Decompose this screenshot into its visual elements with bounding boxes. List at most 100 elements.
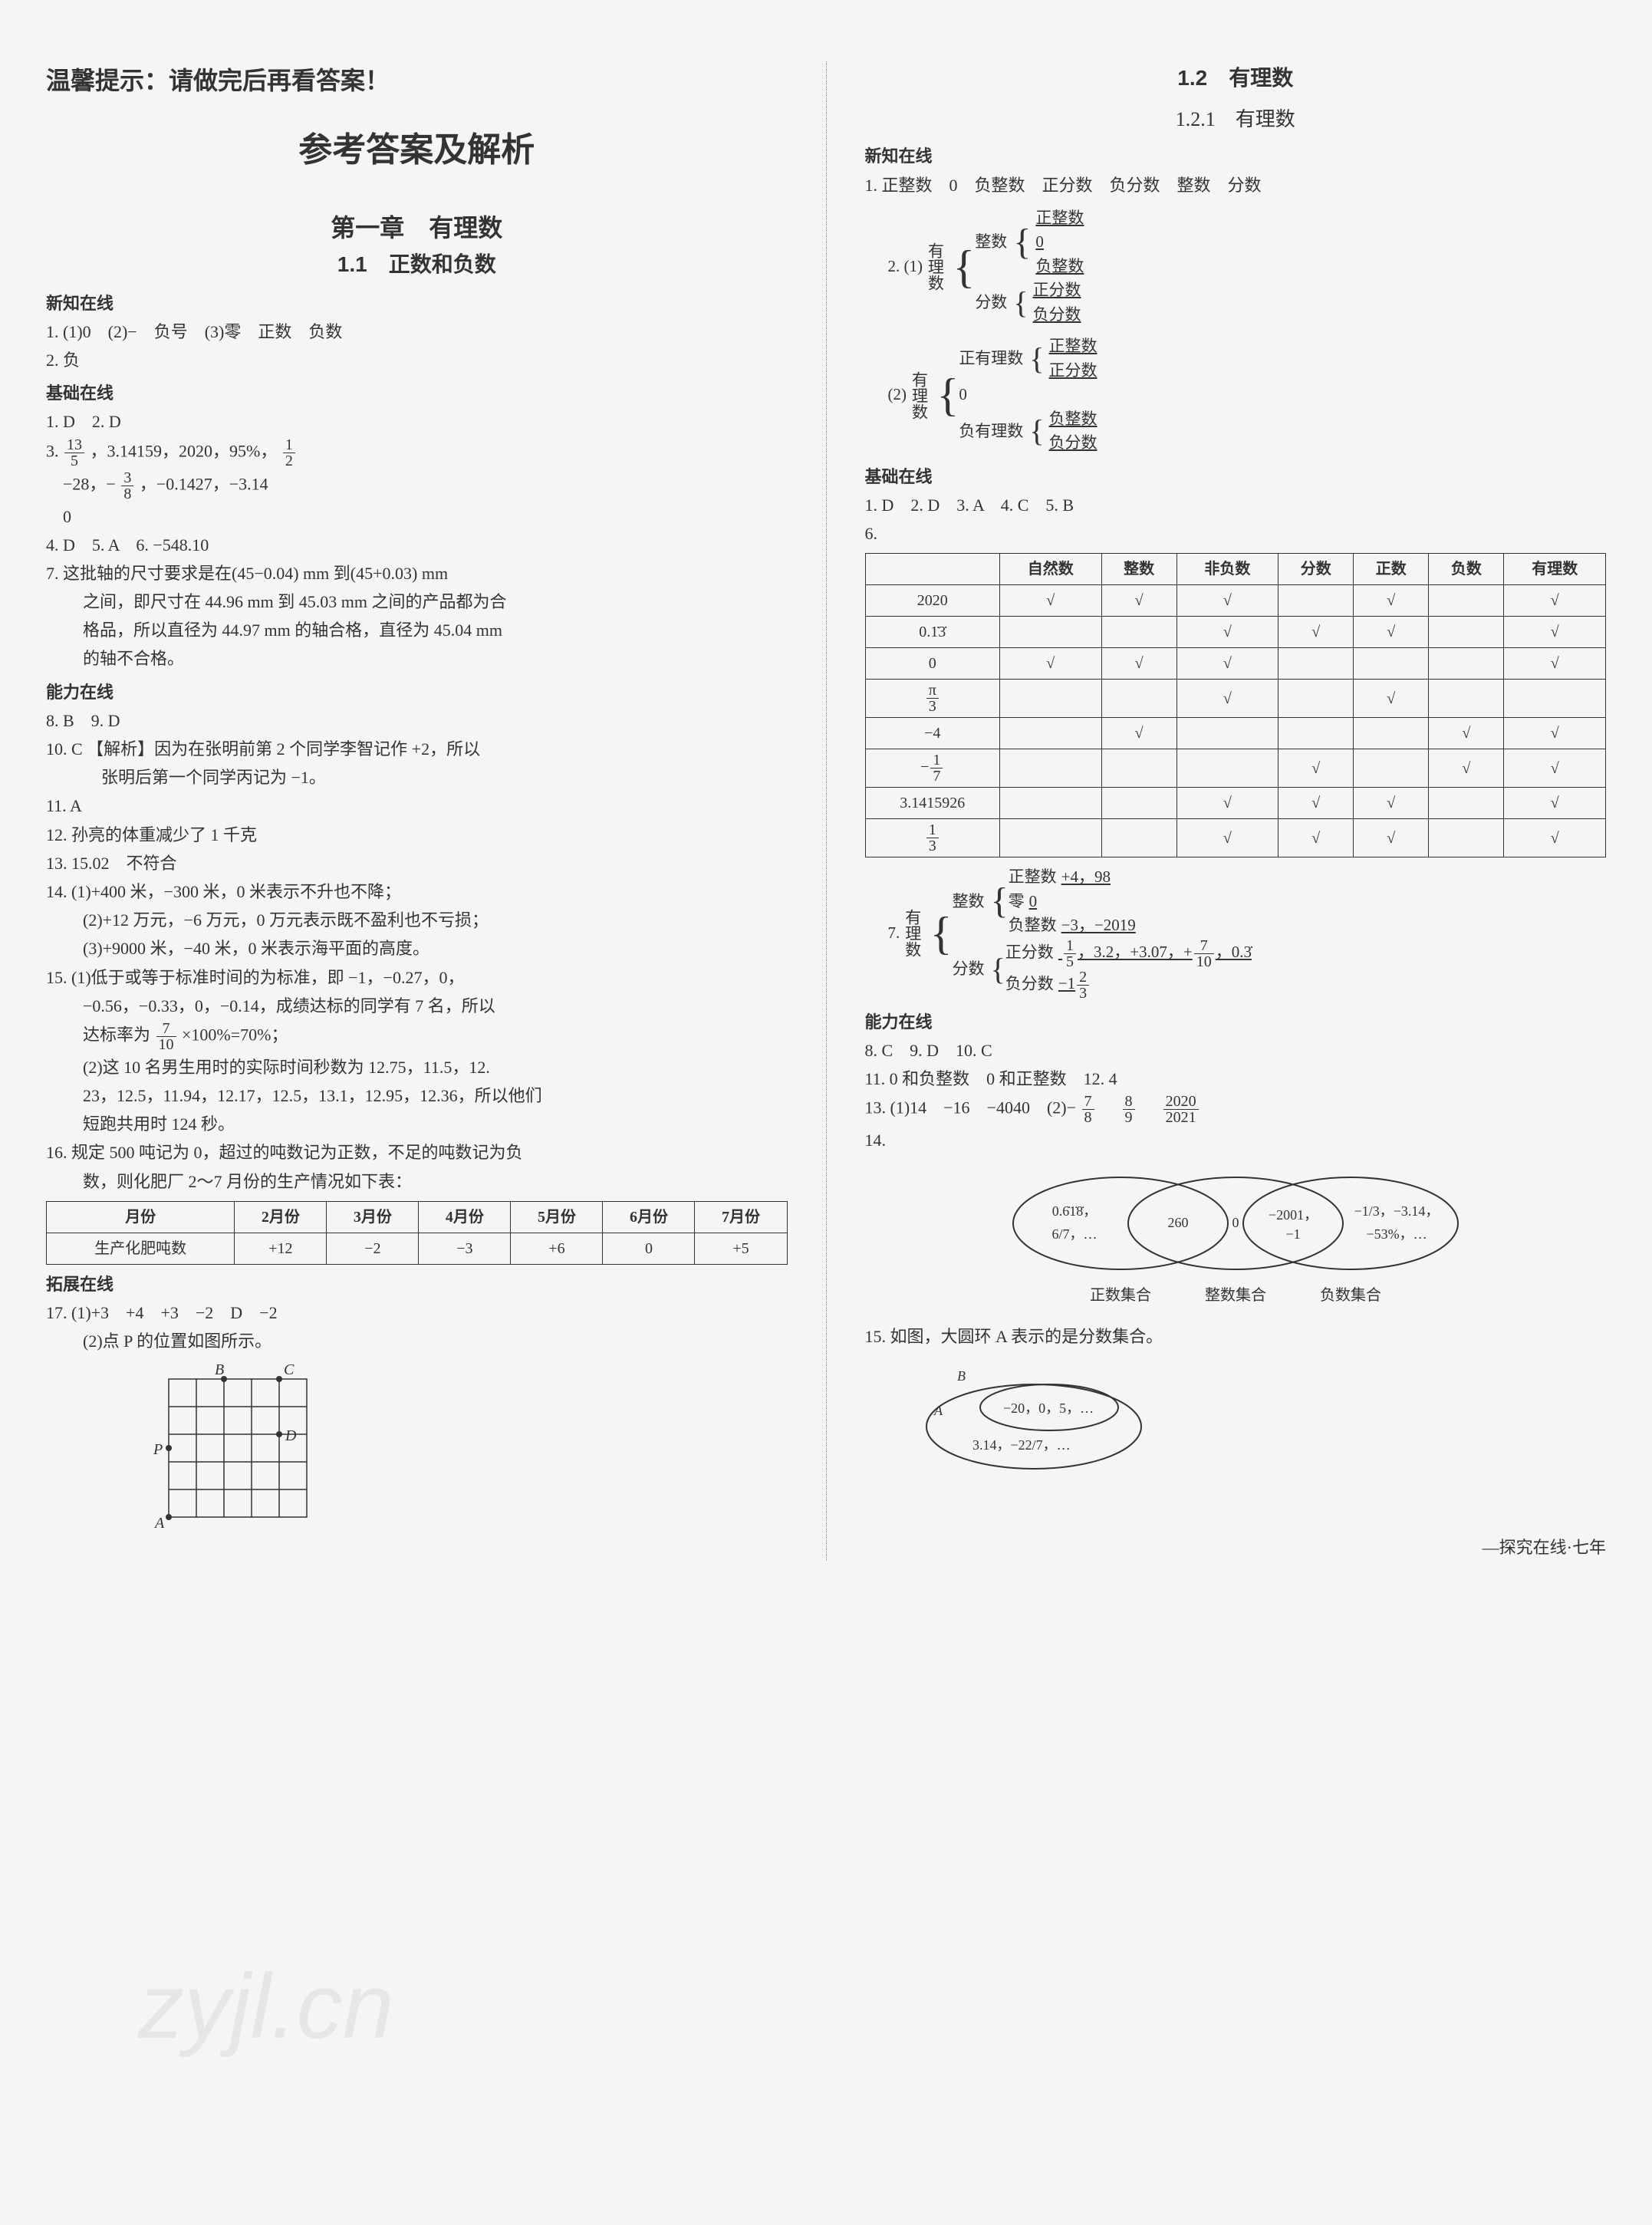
table-cell: 2020 bbox=[865, 585, 1000, 617]
tree-branch: 整数 bbox=[975, 230, 1013, 255]
table-cell: √ bbox=[1278, 749, 1354, 788]
tree-leaf: 0 bbox=[1031, 232, 1044, 251]
tree-leaf-value: −3，−2019 bbox=[1057, 916, 1136, 934]
table-cell: +6 bbox=[511, 1233, 603, 1264]
answer-line: 6. bbox=[865, 520, 1607, 547]
table-cell: √ bbox=[1354, 585, 1429, 617]
tree-branch: 分数 bbox=[953, 957, 991, 982]
table-cell: √ bbox=[1354, 680, 1429, 718]
answer-line: 3. 135 ，3.14159，2020，95%， 12 bbox=[46, 437, 788, 469]
classification-tree-1: 2. (1) 有理数 { 整数 { 正整数 0 负整数 分数 bbox=[888, 206, 1607, 327]
answer-line: 14. bbox=[865, 1127, 1607, 1154]
svg-text:260: 260 bbox=[1167, 1215, 1188, 1230]
table-cell bbox=[1000, 749, 1102, 788]
table-cell: √ bbox=[1354, 819, 1429, 857]
fraction: 38 bbox=[121, 470, 133, 502]
venn-diagram: 0.6̇1̇8̇， 6/7，… 260 0 −2001， −1 −1/3，−3.… bbox=[865, 1162, 1607, 1315]
section-1-2-title: 1.2 有理数 bbox=[865, 61, 1607, 96]
table-cell bbox=[1000, 819, 1102, 857]
tree-leaf: 负整数 bbox=[1045, 410, 1097, 428]
tree-leaf: 正分数 bbox=[1028, 281, 1081, 299]
section-1-1-title: 1.1 正数和负数 bbox=[46, 248, 788, 282]
text: 13. (1)14 −16 −4040 (2)− bbox=[865, 1098, 1077, 1117]
table-cell: √ bbox=[1176, 585, 1278, 617]
table-header: 分数 bbox=[1278, 554, 1354, 585]
svg-text:C: C bbox=[284, 1364, 295, 1378]
table-cell: √ bbox=[1504, 819, 1606, 857]
table-cell: √ bbox=[1429, 718, 1504, 749]
answer-line: 16. 规定 500 吨记为 0，超过的吨数记为正数，不足的吨数记为负 bbox=[46, 1139, 788, 1166]
tree-leaf-label: 正分数 bbox=[1005, 943, 1054, 961]
table-cell bbox=[1176, 718, 1278, 749]
text: ，−0.1427，−3.14 bbox=[140, 474, 268, 493]
svg-text:B: B bbox=[957, 1368, 966, 1384]
text: (2) bbox=[888, 383, 907, 407]
answer-line: 2. 负 bbox=[46, 347, 788, 374]
main-title: 参考答案及解析 bbox=[46, 123, 788, 177]
table-cell: √ bbox=[1504, 648, 1606, 680]
answer-line: 张明后第一个同学丙记为 −1。 bbox=[46, 764, 788, 791]
tree-leaf: 正分数 bbox=[1045, 361, 1097, 380]
tree-branch: 整数 bbox=[953, 890, 991, 914]
table-header: 7月份 bbox=[695, 1201, 787, 1233]
table-cell bbox=[1429, 617, 1504, 648]
table-cell: 0 bbox=[603, 1233, 695, 1264]
fraction: 710 bbox=[156, 1021, 176, 1052]
table-header: 有理数 bbox=[1504, 554, 1606, 585]
table-header: 正数 bbox=[1354, 554, 1429, 585]
table-cell: +12 bbox=[235, 1233, 327, 1264]
tree-leaf-label: 零 bbox=[1009, 892, 1025, 910]
table-cell bbox=[1354, 749, 1429, 788]
table-cell: √ bbox=[1176, 788, 1278, 819]
text bbox=[1100, 1098, 1117, 1117]
table-cell bbox=[1504, 680, 1606, 718]
production-table: 月份2月份3月份4月份5月份6月份7月份生产化肥吨数+12−2−3+60+5 bbox=[46, 1201, 788, 1265]
answer-line: 0 bbox=[46, 503, 788, 530]
tree-leaf-value: 15，3.2，+3.07，+710，0.3̇ bbox=[1054, 943, 1252, 961]
table-cell: −3 bbox=[419, 1233, 511, 1264]
table-cell: 0 bbox=[865, 648, 1000, 680]
answer-line: 17. (1)+3 +4 +3 −2 D −2 bbox=[46, 1299, 788, 1326]
answer-line: 8. B 9. D bbox=[46, 707, 788, 734]
table-cell bbox=[1101, 749, 1176, 788]
answer-line: 1. 正整数 0 负整数 正分数 负分数 整数 分数 bbox=[865, 172, 1607, 199]
tree-root: 有理数 bbox=[900, 909, 930, 957]
answer-line: 短跑共用时 124 秒。 bbox=[46, 1111, 788, 1137]
table-cell bbox=[1000, 680, 1102, 718]
svg-text:−2001，: −2001， bbox=[1269, 1207, 1318, 1223]
answer-line: 7. 这批轴的尺寸要求是在(45−0.04) mm 到(45+0.03) mm bbox=[46, 560, 788, 587]
answer-line: 格品，所以直径为 44.97 mm 的轴合格，直径为 45.04 mm bbox=[46, 617, 788, 643]
heading-xinzhi-right: 新知在线 bbox=[865, 143, 1607, 170]
answer-line: (2)+12 万元，−6 万元，0 万元表示既不盈利也不亏损； bbox=[46, 907, 788, 933]
table-cell bbox=[1101, 680, 1176, 718]
tree-leaf-value: +4，98 bbox=[1057, 867, 1111, 886]
svg-text:整数集合: 整数集合 bbox=[1205, 1286, 1266, 1304]
table-cell: √ bbox=[1176, 617, 1278, 648]
table-cell bbox=[1101, 788, 1176, 819]
answer-line: 11. A bbox=[46, 792, 788, 819]
answer-line: 4. D 5. A 6. −548.10 bbox=[46, 532, 788, 558]
answer-line: 之间，即尺寸在 44.96 mm 到 45.03 mm 之间的产品都为合 bbox=[46, 588, 788, 615]
tree-leaf: 负分数 bbox=[1028, 305, 1081, 324]
table-cell: −17 bbox=[865, 749, 1000, 788]
svg-text:−53%，…: −53%，… bbox=[1366, 1226, 1427, 1242]
table-cell: 3.1415926 bbox=[865, 788, 1000, 819]
text bbox=[1140, 1098, 1157, 1117]
table-cell bbox=[1429, 648, 1504, 680]
tree-branch: 负有理数 bbox=[959, 420, 1029, 444]
heading-jichu-left: 基础在线 bbox=[46, 380, 788, 406]
table-cell bbox=[1429, 585, 1504, 617]
svg-text:0.6̇1̇8̇，: 0.6̇1̇8̇， bbox=[1052, 1203, 1097, 1219]
heading-jichu-right: 基础在线 bbox=[865, 463, 1607, 490]
table-header: 3月份 bbox=[327, 1201, 419, 1233]
number-type-table: 自然数整数非负数分数正数负数有理数2020√√√√√0.1̇3̇√√√√0√√√… bbox=[865, 553, 1607, 857]
table-cell: 0.1̇3̇ bbox=[865, 617, 1000, 648]
answer-line: 1. (1)0 (2)− 负号 (3)零 正数 负数 bbox=[46, 318, 788, 345]
table-cell: √ bbox=[1504, 749, 1606, 788]
svg-text:6/7，…: 6/7，… bbox=[1051, 1226, 1097, 1242]
answer-line: (3)+9000 米，−40 米，0 米表示海平面的高度。 bbox=[46, 935, 788, 962]
svg-text:−1/3，−3.14，: −1/3，−3.14， bbox=[1354, 1203, 1439, 1219]
svg-text:D: D bbox=[285, 1427, 297, 1444]
table-cell: −2 bbox=[327, 1233, 419, 1264]
table-cell bbox=[1429, 788, 1504, 819]
